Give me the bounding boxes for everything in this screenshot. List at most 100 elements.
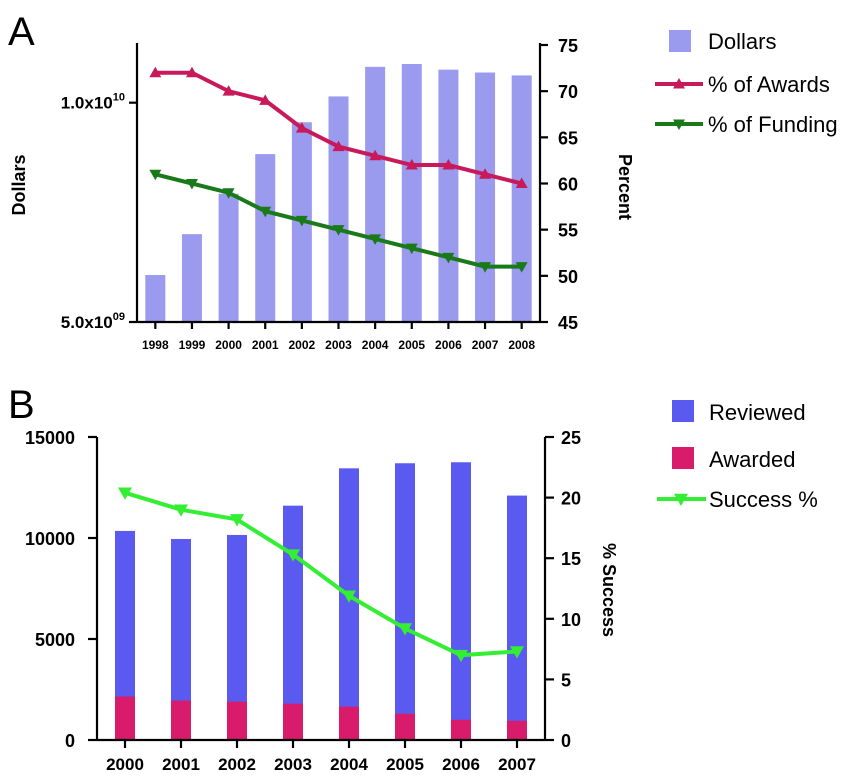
x-tick-label: 2000 xyxy=(106,755,144,774)
legend-swatch-dollars xyxy=(669,30,691,52)
marker-success xyxy=(174,504,188,517)
legend-label-funding: % of Funding xyxy=(708,112,838,137)
line-success xyxy=(124,490,518,658)
y-tick-label-right: 45 xyxy=(558,313,578,333)
marker-awards xyxy=(149,66,162,78)
legend-marker-funding xyxy=(673,119,685,130)
marker-funding xyxy=(295,215,308,227)
bar-reviewed xyxy=(507,495,527,740)
x-tick-label: 2007 xyxy=(498,755,536,774)
marker-success xyxy=(342,590,356,603)
legend-label-awarded: Awarded xyxy=(709,447,795,472)
bar-reviewed xyxy=(339,468,359,740)
bar-dollars xyxy=(401,64,422,322)
x-tick-label: 2006 xyxy=(435,338,462,352)
marker-funding xyxy=(479,262,492,273)
y-tick-label-left: 1.0x1010 xyxy=(61,92,125,113)
y-tick-label-left: 5000 xyxy=(35,630,75,650)
legend-label-awards: % of Awards xyxy=(708,72,830,97)
y-tick-label-right: 25 xyxy=(561,428,581,448)
marker-funding xyxy=(369,234,382,245)
bar-reviewed xyxy=(171,539,191,740)
marker-awards xyxy=(332,140,345,152)
y-tick-label-right: 60 xyxy=(558,175,578,195)
x-tick-label: 2004 xyxy=(362,338,389,352)
x-tick-label: 2005 xyxy=(386,755,424,774)
marker-funding xyxy=(259,206,272,218)
legend-label-reviewed: Reviewed xyxy=(709,400,806,425)
marker-awards xyxy=(405,159,418,170)
x-tick-label: 1999 xyxy=(179,338,206,352)
y-tick-label-right: 5 xyxy=(561,670,571,690)
marker-funding xyxy=(149,169,162,181)
y-tick-label-left: 10000 xyxy=(25,529,75,549)
marker-funding xyxy=(332,225,345,236)
bar-dollars xyxy=(255,154,276,322)
marker-success xyxy=(230,514,244,527)
bar-dollars xyxy=(181,234,202,322)
y-tick-label-right: 10 xyxy=(561,610,581,630)
bar-dollars xyxy=(475,72,496,322)
y-tick-label-right: 55 xyxy=(558,221,578,241)
bar-awarded xyxy=(171,700,191,740)
y-tick-label-right: 70 xyxy=(558,82,578,102)
marker-awards xyxy=(259,94,272,105)
bar-reviewed xyxy=(451,462,471,740)
y-tick-label-left: 5.0x1009 xyxy=(61,311,125,332)
bar-awarded xyxy=(451,719,471,740)
y-tick-label-right: 50 xyxy=(558,267,578,287)
marker-funding xyxy=(185,179,198,190)
legend-marker-success xyxy=(674,493,688,506)
y-tick-label-right: 20 xyxy=(561,489,581,509)
marker-awards xyxy=(222,85,235,96)
bar-awarded xyxy=(339,706,359,740)
x-tick-label: 2000 xyxy=(215,338,242,352)
marker-success xyxy=(510,646,524,659)
x-tick-label: 2006 xyxy=(442,755,480,774)
x-tick-label: 2001 xyxy=(252,338,279,352)
marker-success xyxy=(454,649,468,663)
x-tick-label: 2002 xyxy=(218,755,256,774)
legend-label-success: Success % xyxy=(709,487,818,512)
legend-marker-awards xyxy=(673,78,685,89)
y-axis-title-right: % Success xyxy=(599,543,619,637)
bar-reviewed xyxy=(395,463,415,740)
marker-awards xyxy=(369,149,382,161)
panel-label: A xyxy=(8,10,35,54)
x-tick-label: 2002 xyxy=(289,338,316,352)
bar-awarded xyxy=(395,713,415,740)
y-tick-label-right: 15 xyxy=(561,549,581,569)
bar-awarded xyxy=(507,720,527,740)
x-tick-label: 1998 xyxy=(142,338,169,352)
y-tick-label-left: 0 xyxy=(65,731,75,751)
bar-dollars xyxy=(511,75,532,322)
marker-success xyxy=(118,487,132,500)
y-tick-label-right: 0 xyxy=(561,731,571,751)
bar-dollars xyxy=(218,193,239,322)
legend-swatch-reviewed xyxy=(672,400,694,422)
panel-label: B xyxy=(8,383,35,427)
x-tick-label: 2001 xyxy=(162,755,200,774)
bar-reviewed xyxy=(227,534,247,740)
marker-awards xyxy=(185,66,198,78)
marker-funding xyxy=(222,188,235,199)
y-axis-title-right: Percent xyxy=(615,154,635,220)
legend-swatch-awarded xyxy=(672,447,694,469)
y-tick-label-right: 75 xyxy=(558,36,578,56)
bar-awarded xyxy=(283,703,303,740)
bar-reviewed xyxy=(115,530,135,740)
bar-awarded xyxy=(227,701,247,740)
marker-funding xyxy=(405,243,418,255)
bar-dollars xyxy=(438,69,459,323)
bar-reviewed xyxy=(283,505,303,740)
marker-success xyxy=(286,549,300,562)
y-axis-title-left: Dollars xyxy=(9,154,29,215)
marker-awards xyxy=(479,168,492,179)
marker-awards xyxy=(442,159,455,170)
panel-a: A 1.0x1010 5.0x1009 45 50 55 60 65 70 75 1998 1999 2… xyxy=(8,10,838,352)
x-tick-label: 2008 xyxy=(508,338,535,352)
marker-funding xyxy=(515,262,528,273)
y-tick-label-right: 65 xyxy=(558,128,578,148)
